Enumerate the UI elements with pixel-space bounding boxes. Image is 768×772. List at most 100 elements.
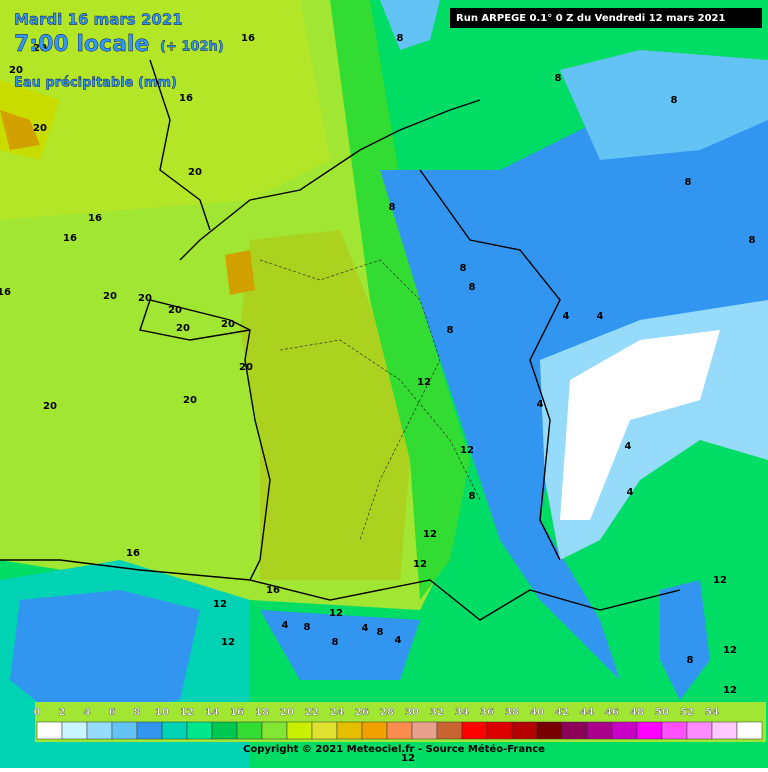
alps-region	[560, 330, 720, 520]
contour-label: 16	[266, 585, 280, 596]
border	[419, 169, 561, 561]
legend-label: 30	[405, 707, 419, 718]
contour-label: 12	[713, 575, 727, 586]
legend-label: 14	[205, 707, 219, 718]
legend-swatch	[736, 721, 763, 740]
run-box	[450, 8, 762, 28]
legend-label: 0	[34, 707, 41, 718]
legend-swatch	[611, 721, 638, 740]
legend-label: 16	[230, 707, 244, 718]
legend-swatch	[311, 721, 338, 740]
contour-label: 12	[221, 637, 235, 648]
legend-swatch	[661, 721, 688, 740]
legend-label: 8	[134, 707, 141, 718]
legend-swatch	[186, 721, 213, 740]
contour-label: 12	[423, 529, 437, 540]
legend-swatch	[686, 721, 713, 740]
contour-label: 20	[33, 123, 47, 134]
contour-label: 20	[33, 43, 47, 54]
contour-label: 8	[469, 491, 476, 502]
copyright: Copyright © 2021 Meteociel.fr - Source M…	[243, 743, 545, 755]
contour-label: 8	[685, 177, 692, 188]
legend-swatch	[211, 721, 238, 740]
legend-label: 48	[630, 707, 644, 718]
legend-swatch	[261, 721, 288, 740]
contour-label: 12	[723, 645, 737, 656]
contour-label: 4	[597, 311, 604, 322]
coastline	[149, 59, 211, 231]
contour-label: 12	[460, 445, 474, 456]
green-band	[330, 0, 470, 600]
contour-label: 12	[401, 753, 415, 764]
time: 7:00 locale	[14, 32, 149, 57]
legend-swatch	[536, 721, 563, 740]
legend-swatch	[461, 721, 488, 740]
dry-region	[560, 50, 768, 160]
contour-label: 8	[447, 325, 454, 336]
coastline	[179, 99, 481, 261]
corsica-region	[660, 580, 710, 700]
south-region	[10, 590, 200, 720]
contour-label: 8	[304, 622, 311, 633]
legend-swatch	[86, 721, 113, 740]
legend-swatch	[511, 721, 538, 740]
legend-swatch	[361, 721, 388, 740]
contour-label: 8	[460, 263, 467, 274]
legend-swatch	[561, 721, 588, 740]
legend-label: 54	[705, 707, 719, 718]
moist-region	[240, 230, 410, 580]
date: Mardi 16 mars 2021	[14, 11, 183, 29]
legend-label: 44	[580, 707, 594, 718]
contour-label: 4	[627, 487, 634, 498]
contour-label: 16	[179, 93, 193, 104]
region-border	[279, 339, 481, 501]
contour-label: 16	[0, 287, 11, 298]
legend-label: 6	[109, 707, 116, 718]
contour-label: 4	[282, 620, 289, 631]
legend-swatch	[161, 721, 188, 740]
contour-label: 16	[88, 213, 102, 224]
contour-label: 12	[213, 599, 227, 610]
legend-label: 52	[680, 707, 694, 718]
legend-swatch	[386, 721, 413, 740]
contour-label: 8	[671, 95, 678, 106]
legend-label: 12	[180, 707, 194, 718]
moist-region	[0, 110, 40, 150]
contour-label: 8	[469, 282, 476, 293]
contour-label: 12	[413, 559, 427, 570]
legend-label: 18	[255, 707, 269, 718]
legend-swatch	[411, 721, 438, 740]
legend-label: 42	[555, 707, 569, 718]
legend-label: 4	[84, 707, 91, 718]
color-scale: 0 2 4 6 8 10 12 14 16 18 20 22 24 26 28 30 32 34 36 38 40 42 4…	[33, 702, 766, 742]
contour-label: 4	[625, 441, 632, 452]
legend-label: 22	[305, 707, 319, 718]
dry-region	[380, 0, 440, 50]
lead-time: (+ 102h)	[160, 40, 224, 55]
contour-label: 8	[687, 655, 694, 666]
contour-label: 4	[563, 311, 570, 322]
coastline	[0, 299, 271, 581]
contour-label: 20	[188, 167, 202, 178]
coastline	[249, 579, 681, 621]
field-name: Eau précipitable (mm)	[14, 76, 177, 91]
legend-label: 34	[455, 707, 469, 718]
contour-label: 8	[397, 33, 404, 44]
contour-label: 12	[417, 377, 431, 388]
legend-swatch	[136, 721, 163, 740]
legend-swatch	[286, 721, 313, 740]
contour-label: 20	[221, 319, 235, 330]
contour-label: 20	[138, 293, 152, 304]
run-info: Run ARPEGE 0.1° 0 Z du Vendredi 12 mars …	[456, 13, 726, 24]
legend-swatch	[711, 721, 738, 740]
contour-label: 8	[332, 637, 339, 648]
contour-label: 8	[749, 235, 756, 246]
legend-label: 10	[155, 707, 169, 718]
legend-swatch	[236, 721, 263, 740]
legend-label: 20	[280, 707, 294, 718]
contour-label: 20	[176, 323, 190, 334]
legend-swatch	[111, 721, 138, 740]
south-region	[260, 610, 420, 680]
legend-label: 40	[530, 707, 544, 718]
